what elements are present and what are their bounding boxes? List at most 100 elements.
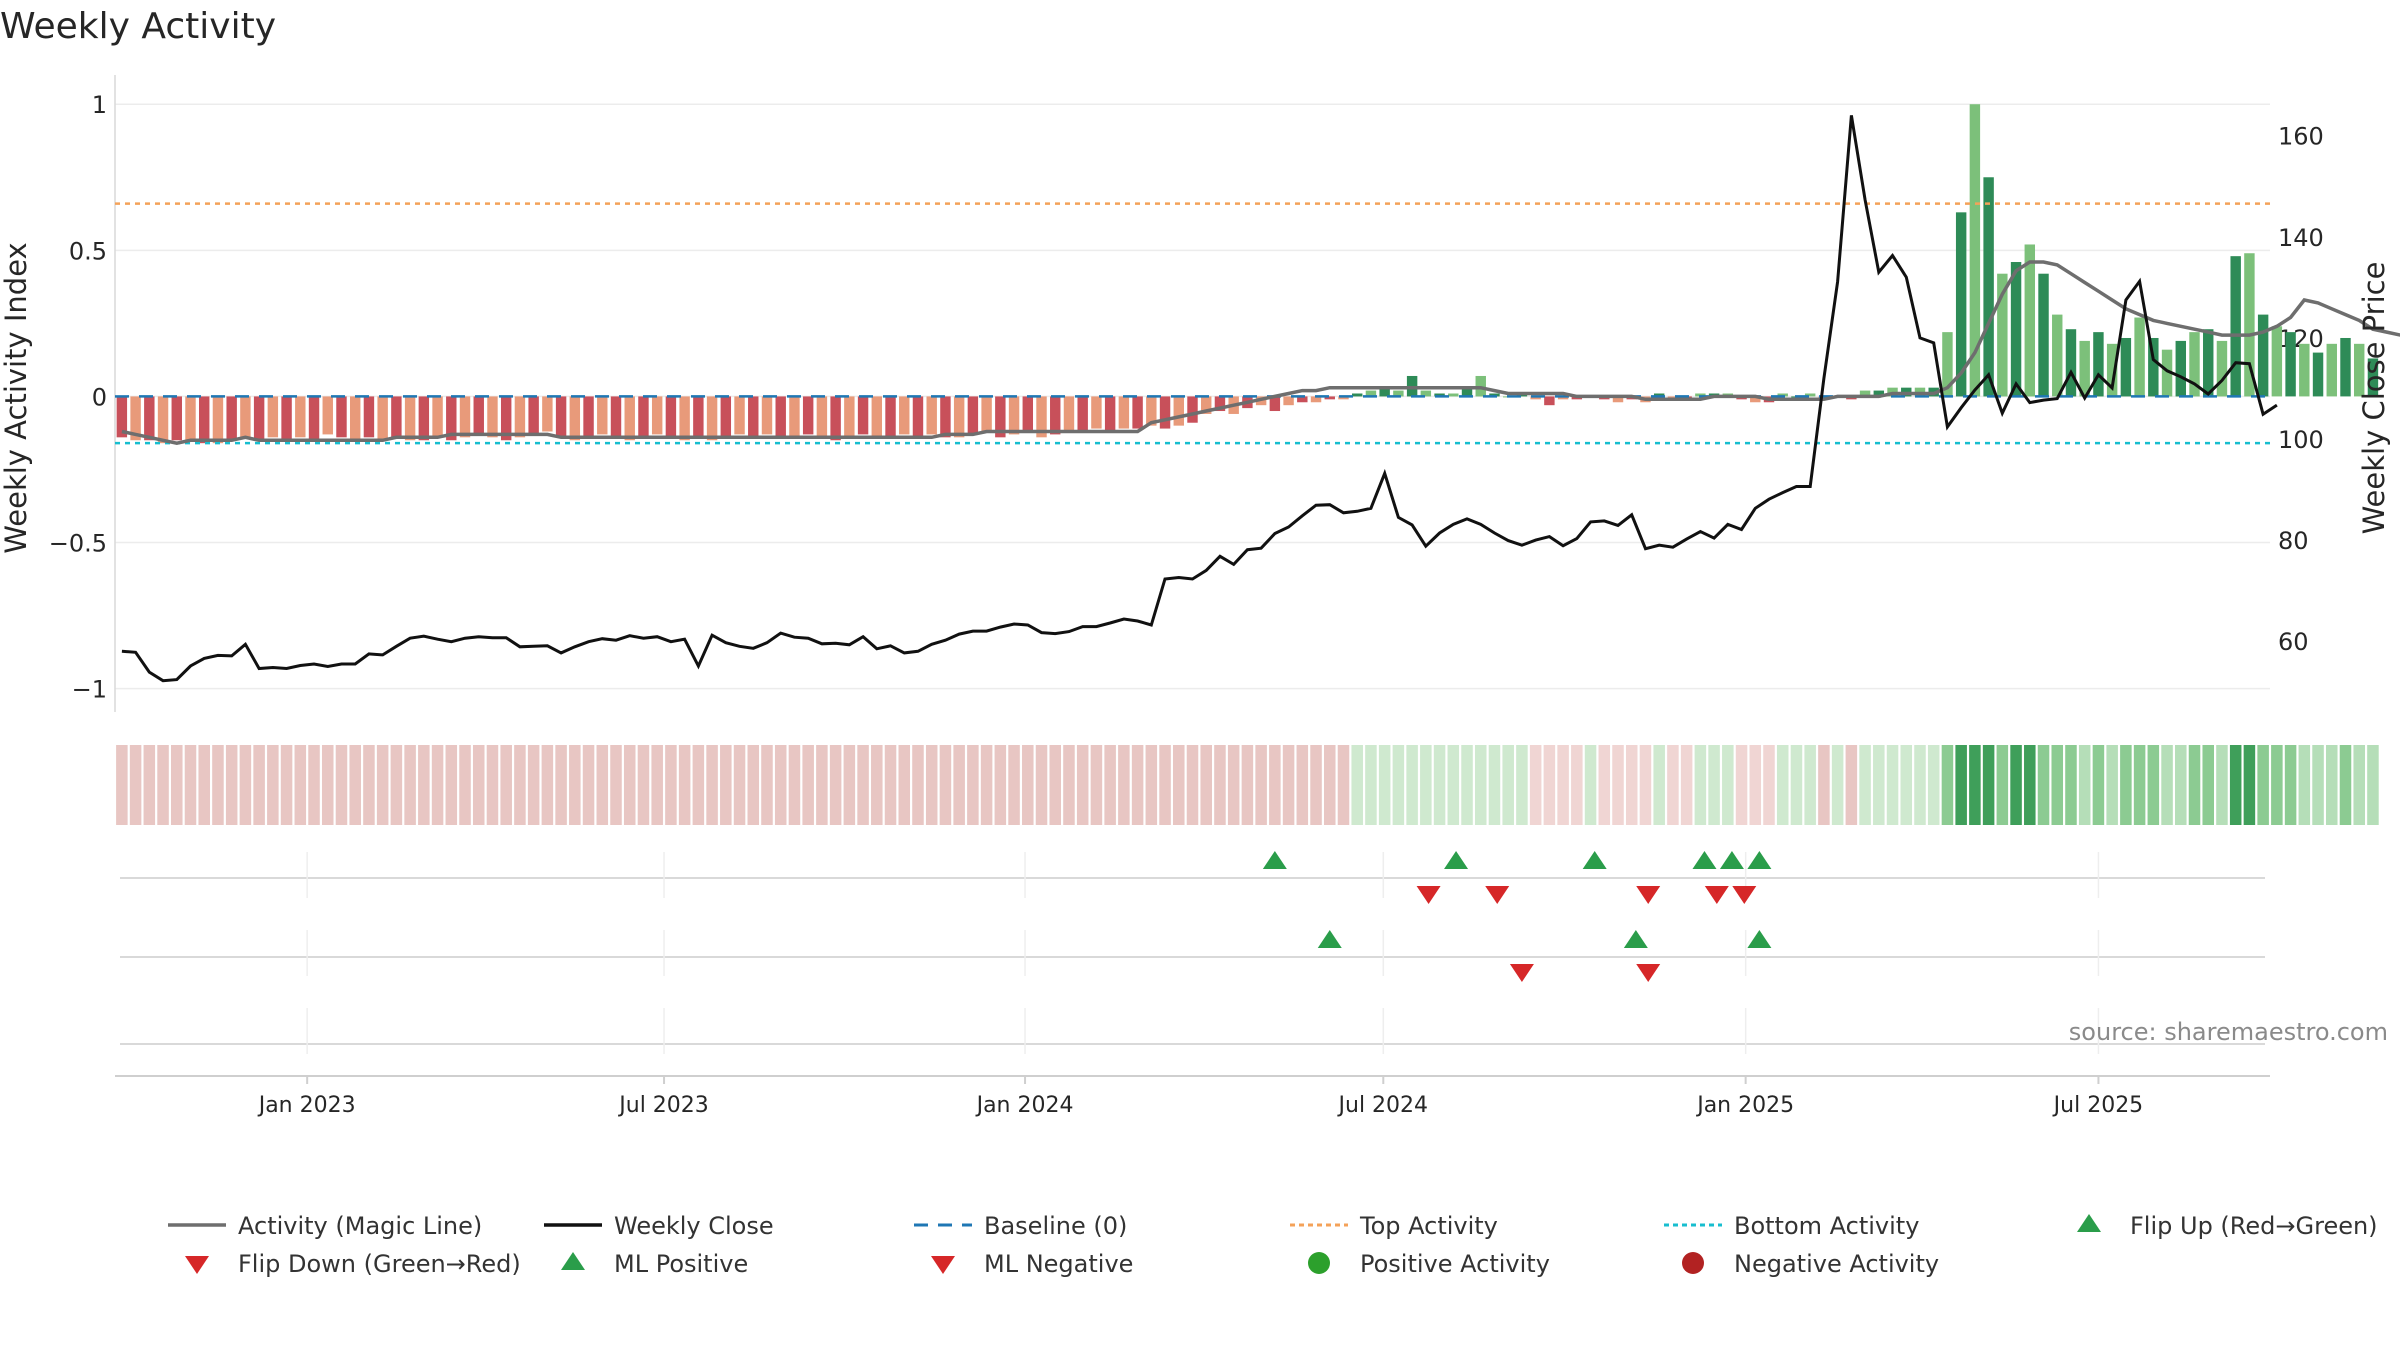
activity-bar (1008, 396, 1020, 435)
flip-up-marker (1747, 851, 1772, 869)
legend-item: Negative Activity (1682, 1250, 1939, 1278)
strip-cell (1145, 745, 1158, 825)
activity-bar (885, 396, 896, 438)
strip-cell (2353, 745, 2365, 825)
activity-bar (995, 396, 1006, 438)
strip-cell (1982, 745, 1995, 825)
strip-cell (898, 745, 911, 825)
strip-cell (486, 745, 499, 825)
strip-cell (912, 745, 924, 825)
strip-cell (1790, 745, 1803, 825)
strip-cell (1969, 745, 1981, 825)
flip-down-marker (1636, 964, 1661, 982)
strip-cell (1323, 745, 1336, 825)
strip-cell (1859, 745, 1871, 825)
activity-bar (1942, 332, 1953, 397)
activity-bar (1063, 396, 1075, 432)
strip-cell (376, 745, 389, 825)
activity-bar (2079, 340, 2090, 397)
strip-cell (1131, 745, 1144, 825)
flip-down-marker (1704, 886, 1729, 904)
strip-cell (1118, 745, 1130, 825)
activity-bar (1530, 396, 1541, 400)
activity-bar (1077, 396, 1088, 432)
activity-bar (1544, 396, 1555, 406)
activity-bar (1324, 396, 1335, 400)
strip-cell (1282, 745, 1295, 825)
activity-bar (487, 396, 498, 438)
strip-cell (1186, 745, 1199, 825)
strip-cell (1365, 745, 1377, 825)
strip-cell (171, 745, 183, 825)
strip-cell (2243, 745, 2256, 825)
y2-tick-label: 140 (2278, 224, 2324, 252)
activity-bar (185, 396, 196, 441)
activity-bar (2093, 332, 2104, 397)
activity-bar (116, 396, 128, 438)
flip-up-marker (1623, 930, 1648, 948)
flip-up-marker (1582, 851, 1607, 869)
strip-cell (651, 745, 663, 825)
activity-bar (281, 396, 292, 441)
strip-cell (1063, 745, 1075, 825)
strip-cell (335, 745, 348, 825)
activity-bar (1750, 396, 1761, 403)
strip-cell (2037, 745, 2050, 825)
activity-bar (789, 396, 800, 438)
strip-cell (253, 745, 265, 825)
strip-cell (500, 745, 512, 825)
activity-bar (1804, 393, 1816, 397)
activity-bar (2230, 256, 2241, 397)
strip-cell (1076, 745, 1089, 825)
activity-bar (2367, 358, 2379, 397)
strip-cell (857, 745, 869, 825)
activity-bar (857, 396, 869, 435)
activity-bar (1955, 212, 1967, 397)
strip-cell (939, 745, 952, 825)
strip-cell (129, 745, 142, 825)
legend-label: ML Positive (614, 1250, 748, 1278)
strip-cell (184, 745, 197, 825)
strip-cell (1955, 745, 1967, 825)
activity-bar (912, 396, 924, 438)
y-tick-label: −0.5 (49, 530, 107, 558)
strip-cell (1776, 745, 1789, 825)
activity-bar (1310, 396, 1322, 403)
activity-bar (199, 396, 210, 444)
flip-down-marker (1416, 886, 1441, 904)
activity-bar (720, 396, 732, 438)
activity-bar (212, 396, 224, 444)
strip-cell (1818, 745, 1830, 825)
activity-bar (1969, 104, 1981, 397)
strip-cell (2284, 745, 2297, 825)
strip-cell (1708, 745, 1720, 825)
strip-cell (1159, 745, 1171, 825)
strip-cell (1927, 745, 1940, 825)
flip-down-marker (1732, 886, 1757, 904)
activity-bar (583, 396, 594, 438)
strip-cell (212, 745, 224, 825)
strip-cell (802, 745, 814, 825)
activity-bar (775, 396, 786, 438)
strip-cell (1557, 745, 1569, 825)
strip-cell (1337, 745, 1350, 825)
chart-title: Weekly Activity (0, 6, 276, 47)
activity-bar (2010, 262, 2022, 397)
strip-cell (225, 745, 238, 825)
legend-item: ML Positive (561, 1250, 748, 1278)
strip-cell (1571, 745, 1583, 825)
strip-cell (472, 745, 485, 825)
strip-cell (953, 745, 965, 825)
strip-cell (925, 745, 938, 825)
strip-cell (1474, 745, 1487, 825)
strip-cell (1722, 745, 1734, 825)
activity-bar (1489, 393, 1500, 397)
strip-cell (829, 745, 842, 825)
strip-cell (404, 745, 416, 825)
activity-bar (940, 396, 951, 438)
activity-bar (2299, 343, 2310, 397)
strip-cell (1461, 745, 1473, 825)
activity-bar (1338, 396, 1349, 400)
activity-bar (706, 396, 718, 441)
